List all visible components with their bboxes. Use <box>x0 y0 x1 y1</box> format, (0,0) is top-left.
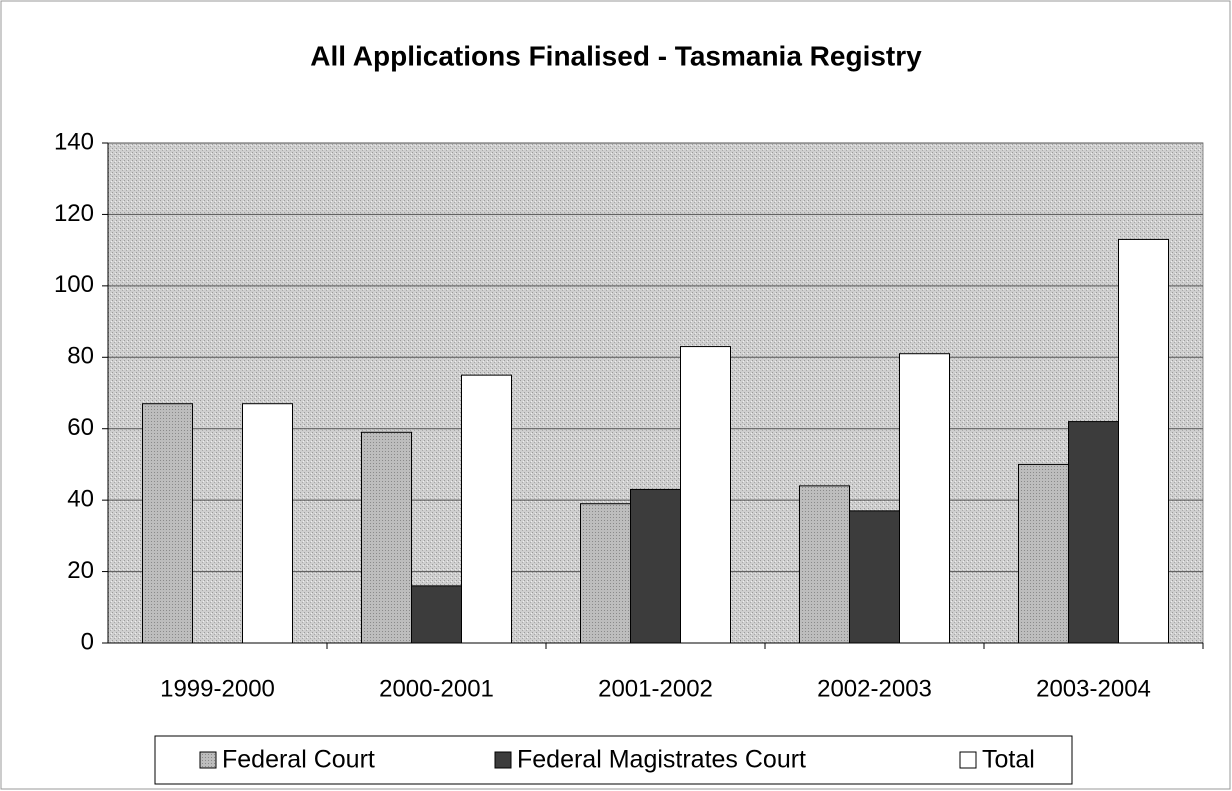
bar <box>242 403 293 644</box>
legend-label: Total <box>982 746 1035 774</box>
y-tick-label: 60 <box>67 414 94 441</box>
y-tick-label: 40 <box>67 485 94 512</box>
legend-swatch <box>959 751 977 769</box>
bar <box>1068 421 1119 644</box>
legend-box <box>154 735 1073 785</box>
bar <box>411 585 462 644</box>
chart-title: All Applications Finalised - Tasmania Re… <box>310 40 922 71</box>
bar <box>461 374 512 644</box>
x-tick-label: 2003-2004 <box>1036 675 1151 702</box>
bar <box>849 510 900 644</box>
x-tick-label: 2001-2002 <box>598 675 713 702</box>
x-tick-label: 2000-2001 <box>379 675 494 702</box>
legend-swatch <box>199 751 217 769</box>
bar <box>1118 238 1169 644</box>
bar <box>899 353 950 644</box>
y-tick-label: 0 <box>81 628 94 655</box>
legend-label: Federal Magistrates Court <box>517 746 806 774</box>
y-tick-label: 80 <box>67 343 94 370</box>
bar <box>361 431 412 644</box>
y-tick-label: 120 <box>54 200 94 227</box>
y-tick-label: 100 <box>54 271 94 298</box>
bar <box>630 488 681 644</box>
bar <box>680 346 731 644</box>
x-tick-label: 1999-2000 <box>160 675 275 702</box>
y-tick-label: 140 <box>54 128 94 155</box>
x-tick-label: 2002-2003 <box>817 675 932 702</box>
bar <box>580 503 631 644</box>
y-tick-label: 20 <box>67 557 94 584</box>
legend-swatch <box>494 751 512 769</box>
bar <box>799 485 850 644</box>
bar <box>1018 463 1069 644</box>
legend-label: Federal Court <box>222 746 375 774</box>
bar <box>142 403 193 644</box>
